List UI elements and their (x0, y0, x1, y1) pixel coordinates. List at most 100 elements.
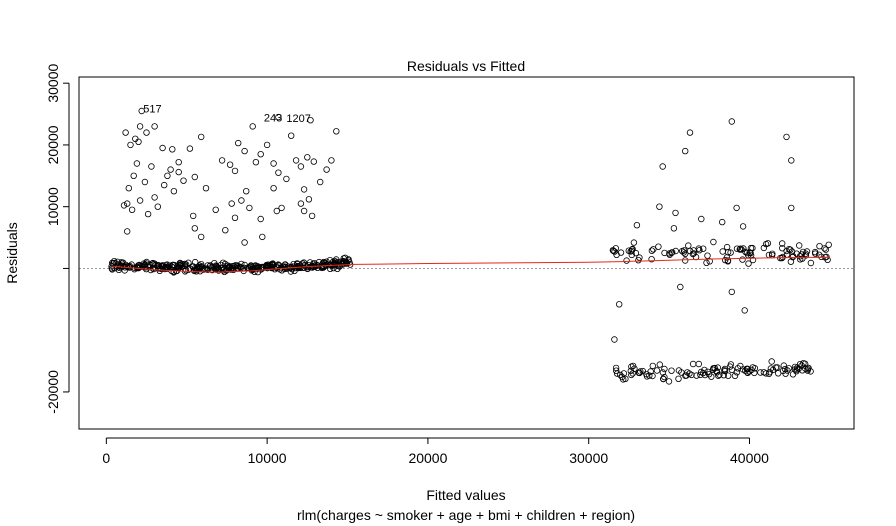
data-point (148, 163, 155, 170)
data-point (741, 307, 748, 314)
data-point (136, 197, 144, 204)
data-point (745, 260, 752, 267)
data-point (680, 249, 687, 256)
data-point (157, 265, 165, 272)
data-point (257, 215, 264, 223)
data-point (252, 158, 260, 166)
y-tick-label: 30000 (45, 64, 61, 103)
data-point (768, 358, 775, 365)
data-point (110, 258, 118, 265)
data-point (746, 368, 753, 375)
data-point (725, 372, 732, 379)
data-point (133, 160, 141, 167)
x-tick-label: 10000 (248, 450, 287, 466)
data-point (739, 366, 746, 373)
data-point (130, 172, 137, 179)
data-point (175, 168, 182, 176)
data-point (274, 264, 282, 271)
data-point (151, 194, 158, 201)
data-point (125, 184, 132, 192)
y-tick-label: 20000 (45, 125, 61, 164)
data-point (257, 150, 264, 158)
data-point (787, 246, 794, 253)
data-point (189, 212, 197, 220)
data-point (170, 187, 178, 195)
data-point (737, 245, 744, 252)
data-point (197, 233, 205, 241)
data-point (811, 248, 819, 256)
data-point (769, 250, 776, 257)
data-point (135, 138, 142, 145)
data-point (660, 375, 667, 383)
data-point (724, 248, 732, 256)
data-point (259, 233, 266, 241)
data-point (816, 242, 823, 250)
data-point (611, 336, 618, 343)
data-point (180, 177, 187, 184)
x-tick-label: 20000 (408, 450, 447, 466)
point-label: 1207 (286, 113, 310, 125)
data-point (774, 364, 781, 371)
x-axis: 0 10000 20000 30000 40000 (102, 437, 769, 466)
data-point (300, 186, 308, 193)
data-point (665, 378, 673, 385)
data-point (159, 262, 167, 269)
data-point (733, 245, 741, 252)
data-point (118, 262, 125, 269)
data-point (195, 265, 203, 272)
data-point (659, 369, 667, 376)
data-point (818, 253, 825, 260)
data-point (803, 248, 811, 255)
data-point (263, 261, 270, 269)
data-point (661, 365, 668, 373)
data-point (108, 266, 116, 273)
x-tick-label: 0 (102, 450, 110, 466)
data-point (721, 365, 728, 373)
data-point (308, 212, 316, 220)
data-point (307, 116, 314, 124)
data-point (264, 264, 271, 272)
data-point (701, 371, 709, 379)
data-point (787, 258, 795, 265)
data-point (218, 157, 226, 164)
data-point (690, 250, 697, 257)
data-point (191, 173, 198, 181)
x-tick-label: 40000 (730, 450, 769, 466)
data-point (636, 254, 643, 261)
data-point (305, 196, 313, 203)
data-point (614, 370, 621, 377)
data-point (788, 204, 795, 212)
data-point (679, 247, 686, 255)
data-point (789, 253, 797, 260)
data-point (698, 215, 705, 223)
data-point (822, 246, 829, 253)
data-point (275, 113, 282, 121)
data-point (292, 157, 300, 164)
data-point (779, 367, 787, 375)
data-point (123, 228, 131, 235)
point-label: 517 (143, 104, 161, 116)
data-point (182, 267, 190, 274)
data-point (726, 363, 734, 370)
data-point (270, 160, 277, 167)
data-point (797, 256, 804, 263)
data-point (169, 146, 176, 153)
data-point (617, 371, 624, 379)
data-point (627, 248, 634, 255)
data-point (766, 369, 773, 376)
data-point (241, 147, 248, 155)
data-point (336, 263, 343, 270)
data-point (670, 225, 678, 232)
data-point (639, 367, 646, 375)
data-point (323, 166, 330, 173)
data-point (310, 158, 317, 165)
data-point (633, 221, 641, 229)
data-point (757, 369, 764, 376)
data-point (742, 248, 749, 256)
data-point (678, 369, 685, 376)
data-point (123, 200, 131, 207)
data-point (693, 372, 700, 379)
data-point (136, 123, 144, 130)
data-point (304, 265, 311, 272)
data-point (728, 118, 735, 125)
